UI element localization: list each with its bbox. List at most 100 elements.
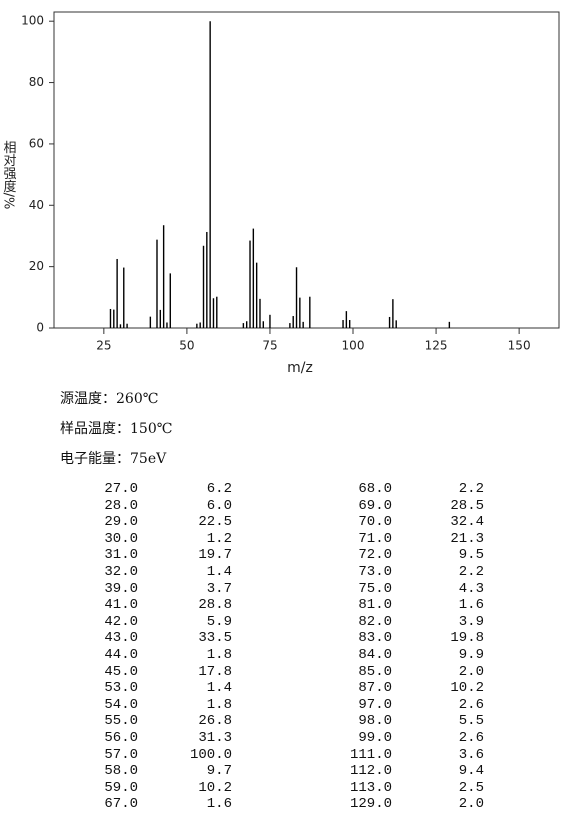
table-cell: 98.0 [358, 713, 392, 730]
table-cell: 3.9 [458, 613, 484, 630]
y-tick-label: 40 [29, 198, 44, 212]
table-row: 53.0 1.4 87.0 10.2 [60, 680, 484, 697]
x-tick-label: 25 [96, 339, 111, 353]
table-row: 28.0 6.0 69.0 28.5 [60, 498, 484, 515]
table-cell: 9.7 [206, 763, 232, 780]
table-row: 32.0 1.4 73.0 2.2 [60, 564, 484, 581]
table-cell: 2.2 [458, 481, 484, 497]
condition: 样品温度：150℃ [60, 421, 173, 437]
table-cell: 28.0 [104, 497, 138, 514]
table-cell: 9.9 [458, 646, 484, 663]
table-row: 45.0 17.8 85.0 2.0 [60, 664, 484, 681]
table-row: 39.0 3.7 75.0 4.3 [60, 581, 484, 598]
condition: 源温度：260℃ [60, 391, 159, 407]
table-cell: 1.6 [458, 597, 484, 614]
table-cell: 22.5 [198, 514, 232, 531]
table-cell: 57.0 [104, 746, 138, 763]
table-cell: 55.0 [104, 713, 138, 730]
table-cell: 2.6 [458, 729, 484, 746]
table-cell: 70.0 [358, 514, 392, 531]
table-cell: 99.0 [358, 729, 392, 746]
table-cell: 83.0 [358, 630, 392, 647]
table-cell: 3.6 [458, 746, 484, 763]
table-row: 58.0 9.7 112.0 9.4 [60, 763, 484, 780]
x-tick-label: 125 [425, 339, 448, 353]
table-cell: 28.8 [198, 597, 232, 614]
table-cell: 84.0 [358, 646, 392, 663]
table-cell: 68.0 [358, 481, 392, 497]
table-row: 57.0 100.0 111.0 3.6 [60, 747, 484, 764]
x-tick-label: 150 [508, 339, 531, 353]
peak-table: 27.0 6.2 68.0 2.2 28.0 6.0 69.0 28.5 29.0 22.5 70.… [60, 481, 484, 813]
table-cell: 69.0 [358, 497, 392, 514]
y-axis-label: 相对强度/% [1, 141, 17, 210]
table-cell: 5.5 [458, 713, 484, 730]
table-row: 59.0 10.2 113.0 2.5 [60, 780, 484, 797]
x-tick-label: 75 [262, 339, 277, 353]
table-cell: 111.0 [349, 746, 392, 763]
table-cell: 39.0 [104, 580, 138, 597]
table-row: 41.0 28.8 81.0 1.6 [60, 597, 484, 614]
table-cell: 75.0 [358, 580, 392, 597]
table-cell: 45.0 [104, 663, 138, 680]
table-cell: 43.0 [104, 630, 138, 647]
table-cell: 10.2 [198, 779, 232, 796]
table-cell: 44.0 [104, 646, 138, 663]
table-cell: 1.8 [206, 646, 232, 663]
table-cell: 5.9 [206, 613, 232, 630]
y-tick-label: 20 [29, 259, 44, 273]
table-cell: 56.0 [104, 729, 138, 746]
table-cell: 21.3 [450, 530, 484, 547]
y-tick-label: 60 [29, 136, 44, 150]
table-cell: 67.0 [104, 796, 138, 813]
table-cell: 19.7 [198, 547, 232, 564]
condition: 电子能量：75eV [60, 451, 167, 467]
table-cell: 129.0 [349, 796, 392, 813]
table-cell: 6.2 [206, 481, 232, 497]
table-cell: 17.8 [198, 663, 232, 680]
table-cell: 2.0 [458, 663, 484, 680]
table-cell: 59.0 [104, 779, 138, 796]
plot-frame [53, 11, 560, 329]
table-cell: 54.0 [104, 696, 138, 713]
table-cell: 58.0 [104, 763, 138, 780]
table-row: 54.0 1.8 97.0 2.6 [60, 697, 484, 714]
table-cell: 10.2 [450, 680, 484, 697]
table-cell: 1.4 [206, 680, 232, 697]
table-cell: 2.0 [458, 796, 484, 813]
table-cell: 29.0 [104, 514, 138, 531]
table-cell: 100.0 [189, 746, 232, 763]
table-cell: 73.0 [358, 563, 392, 580]
table-cell: 113.0 [349, 779, 392, 796]
table-cell: 85.0 [358, 663, 392, 680]
x-tick-label: 50 [179, 339, 194, 353]
table-row: 31.0 19.7 72.0 9.5 [60, 547, 484, 564]
table-cell: 81.0 [358, 597, 392, 614]
table-row: 27.0 6.2 68.0 2.2 [60, 481, 484, 498]
table-cell: 27.0 [104, 481, 138, 497]
table-cell: 53.0 [104, 680, 138, 697]
table-row: 43.0 33.5 83.0 19.8 [60, 630, 484, 647]
table-cell: 71.0 [358, 530, 392, 547]
table-cell: 1.2 [206, 530, 232, 547]
table-cell: 31.0 [104, 547, 138, 564]
table-cell: 6.0 [206, 497, 232, 514]
y-tick-label: 0 [36, 321, 44, 335]
table-cell: 9.5 [458, 547, 484, 564]
table-cell: 72.0 [358, 547, 392, 564]
x-tick-label: 100 [342, 339, 365, 353]
chart: m/z 相对强度/% 0 20 40 60 80 100 25 50 75 100 125 150 [1, 11, 560, 376]
table-row: 55.0 26.8 98.0 5.5 [60, 713, 484, 730]
table-cell: 9.4 [458, 763, 484, 780]
table-cell: 32.0 [104, 563, 138, 580]
table-cell: 1.4 [206, 563, 232, 580]
table-row: 44.0 1.8 84.0 9.9 [60, 647, 484, 664]
table-cell: 31.3 [198, 729, 232, 746]
y-tick-label: 100 [21, 14, 44, 28]
table-cell: 30.0 [104, 530, 138, 547]
table-cell: 4.3 [458, 580, 484, 597]
y-tick-label: 80 [29, 75, 44, 89]
table-cell: 3.7 [206, 580, 232, 597]
table-cell: 41.0 [104, 597, 138, 614]
